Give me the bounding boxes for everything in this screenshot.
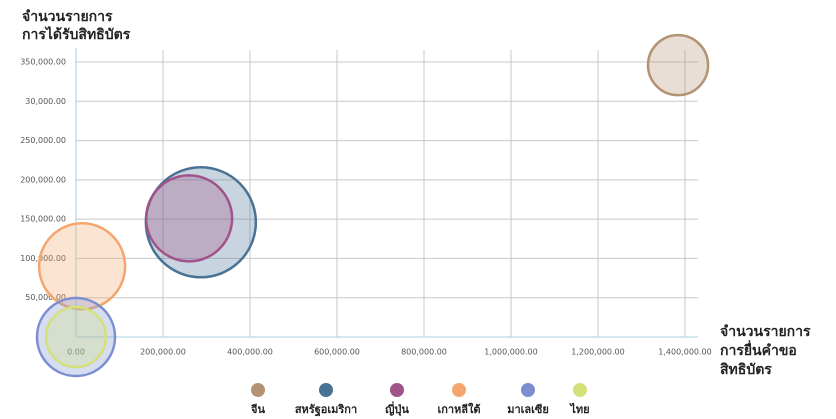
bubble [646,33,710,97]
legend-label: ไทย [568,402,589,416]
legend-label: เกาหลีใต้ [437,402,480,416]
legend-swatch [319,383,333,397]
grid [76,50,698,337]
legend-item[interactable]: ไทย [568,383,590,416]
bubble [35,296,117,378]
x-tick-label: 400,000.00 [227,348,273,357]
y-axis-title: จำนวนรายการ [22,9,113,25]
legend-item[interactable]: ญี่ปุ่น [385,383,409,417]
bubble [37,222,127,311]
bubble [44,305,108,369]
y-tick-label: 30,000.00 [25,97,66,106]
legend-item[interactable]: มาเลเซีย [507,383,549,416]
x-tick-label: 800,000.00 [401,348,447,357]
x-tick-label: 1,000,000.00 [484,348,537,357]
bubble [144,174,234,263]
legend-label: ญี่ปุ่น [385,401,409,417]
legend-label: จีน [250,403,265,416]
legend-swatch [251,383,265,397]
x-axis-title: การยื่นคำขอ [720,340,797,359]
y-tick-label: 250,000.00 [20,136,66,145]
x-tick-label: 1,400,000.00 [658,348,711,357]
legend-label: สหรัฐอเมริกา [295,403,357,417]
x-tick-label: 200,000.00 [140,348,186,357]
legend-item[interactable]: จีน [250,383,265,416]
legend-swatch [521,383,535,397]
y-tick-label: 200,000.00 [20,175,66,184]
y-tick-label: 350,000.00 [20,58,66,67]
x-tick-label: 0.00 [67,348,85,357]
legend-item[interactable]: สหรัฐอเมริกา [295,383,357,417]
legend-swatch [573,383,587,397]
x-axis-title: จำนวนรายการ [720,324,811,340]
legend-swatch [452,383,466,397]
x-tick-label: 600,000.00 [314,348,360,357]
y-tick-label: 100,000.00 [20,254,66,263]
y-axis-title: การได้รับสิทธิบัตร [22,25,131,43]
legend-item[interactable]: เกาหลีใต้ [437,383,481,416]
y-tick-label: 150,000.00 [20,215,66,224]
y-tick-label: 50,000.00 [25,293,66,302]
legend-swatch [390,383,404,397]
x-tick-label: 1,200,000.00 [571,348,624,357]
legend-label: มาเลเซีย [507,403,549,416]
x-axis-title: สิทธิบัตร [720,362,773,378]
